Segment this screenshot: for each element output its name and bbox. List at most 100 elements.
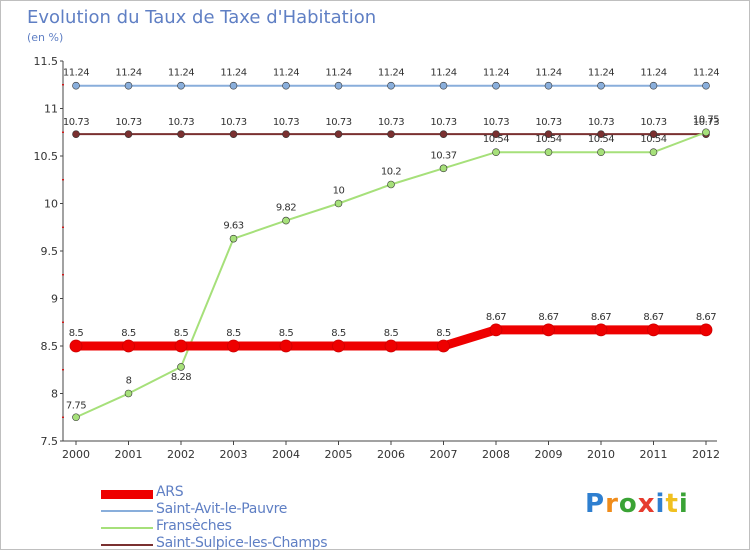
data-point [387,81,395,90]
data-point [282,216,290,225]
data-point [332,339,345,353]
data-point [279,339,293,353]
data-label: 10.73 [640,117,666,128]
x-tick-label: 2004 [272,448,300,461]
data-point [649,130,658,138]
data-label: 8.5 [279,328,294,339]
data-label: 10.73 [535,117,561,128]
data-label: 7.75 [66,400,86,411]
data-point [699,323,713,337]
data-point [177,130,185,138]
data-point [177,363,185,371]
data-label: 10.73 [63,117,89,128]
data-label: 10.73 [273,117,299,128]
x-tick-label: 2008 [482,448,510,461]
proxiti-logo: Proxiti [585,489,689,519]
data-label: 11.24 [273,68,299,79]
data-label: 10.54 [588,134,614,145]
x-tick-label: 2012 [692,448,720,461]
data-point [702,81,710,90]
y-tick-label: 7.5 [41,435,59,448]
data-label: 10.73 [325,117,351,128]
data-point [439,130,448,138]
data-point [124,81,133,90]
data-label: 8.5 [174,328,189,339]
data-label: 8.67 [591,312,611,323]
data-point [387,180,395,189]
data-label: 9.82 [276,203,296,214]
y-tick-label: 9 [51,293,58,306]
data-label: 8.5 [331,328,346,339]
x-tick-label: 2001 [115,448,143,461]
legend-label: ARS [156,484,184,500]
data-point [227,339,240,353]
data-point [174,339,188,353]
data-label: 11.24 [640,68,666,79]
data-point [439,164,448,173]
legend-label: Saint-Avit-le-Pauvre [156,501,288,517]
data-label: 11.24 [168,68,194,79]
y-tick-label: 8 [51,388,58,401]
data-point [122,339,135,353]
data-point [229,130,238,138]
data-point [124,389,133,398]
data-point [334,81,343,90]
data-label: 11.24 [693,68,719,79]
data-point [334,130,343,138]
data-point [282,81,290,90]
unit-label: (en %) [27,31,64,44]
legend-label: Saint-Sulpice-les-Champs [156,535,328,551]
y-tick-label: 9.5 [41,245,59,258]
x-tick-label: 2011 [640,448,668,461]
data-label: 8 [126,376,132,387]
legend-swatch [101,510,153,512]
data-label: 11.24 [430,68,456,79]
data-label: 8.67 [643,312,663,323]
data-point [544,81,553,90]
data-point [492,81,500,90]
data-label: 8.5 [384,328,399,339]
data-label: 10.75 [693,114,719,125]
data-label: 10 [333,186,345,197]
data-label: 8.5 [226,328,241,339]
data-point [544,148,553,156]
data-label: 10.2 [381,167,401,178]
data-label: 11.24 [378,68,404,79]
x-tick-label: 2007 [430,448,458,461]
data-point [177,81,185,90]
data-label: 10.73 [168,117,194,128]
data-point [72,413,80,422]
data-point [437,339,450,353]
legend-swatch [101,489,153,499]
data-point [72,81,80,90]
data-label: 8.5 [69,328,84,339]
data-label: 8.67 [538,312,558,323]
data-label: 8.67 [696,312,716,323]
data-label: 10.54 [535,134,561,145]
data-label: 10.73 [378,117,404,128]
data-point [597,81,605,90]
data-point [72,130,80,138]
data-label: 10.37 [430,150,456,161]
x-tick-label: 2005 [325,448,353,461]
data-point [492,148,500,156]
legend-label: Fransèches [156,518,232,534]
data-label: 11.24 [535,68,561,79]
y-tick-label: 10.5 [34,150,59,163]
data-label: 10.54 [640,134,666,145]
data-label: 11.24 [483,68,509,79]
chart-title: Evolution du Taux de Taxe d'Habitation [27,7,377,28]
data-label: 8.5 [121,328,136,339]
data-point [544,130,553,138]
data-point [439,81,448,90]
data-point [649,81,658,90]
data-point [489,323,503,337]
data-point [492,130,500,138]
data-label: 10.73 [693,117,719,128]
y-tick-label: 8.5 [41,340,59,353]
y-tick-label: 11.5 [34,55,59,68]
x-tick-label: 2006 [377,448,405,461]
data-point [702,128,710,137]
data-label: 10.73 [588,117,614,128]
